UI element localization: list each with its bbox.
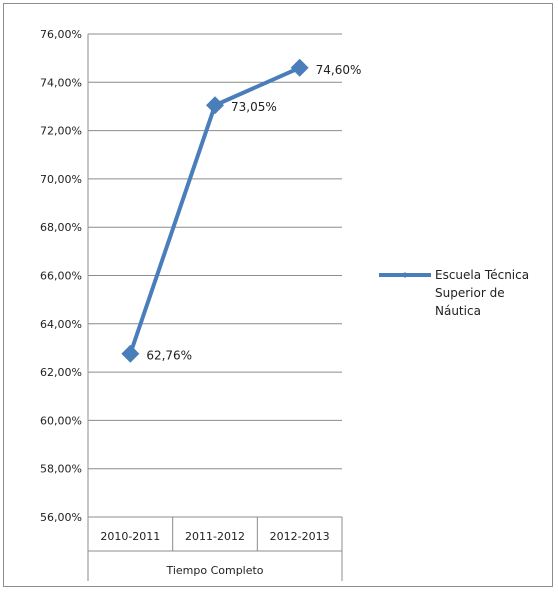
y-tick-label-6: 68,00%	[40, 221, 82, 234]
legend-label-line-2: Superior de	[435, 286, 505, 300]
y-tick-label-5: 66,00%	[40, 270, 82, 283]
y-tick-label-2: 60,00%	[40, 414, 82, 427]
legend-label-line-3: Náutica	[435, 304, 481, 318]
x-tick-label-1: 2010-2011	[100, 530, 160, 543]
x-tick-label-3: 2012-2013	[270, 530, 330, 543]
series-escuela	[121, 58, 309, 363]
y-tick-label-9: 74,00%	[40, 76, 82, 89]
y-tick-label-0: 56,00%	[40, 511, 82, 524]
data-label-3: 74,60%	[316, 63, 362, 77]
legend: Escuela Técnica Superior de Náutica	[379, 268, 529, 318]
x-axis-categories: 2010-2011 2011-2012 2012-2013 Tiempo Com…	[100, 530, 329, 577]
x-group-label: Tiempo Completo	[165, 564, 263, 577]
y-tick-label-1: 58,00%	[40, 463, 82, 476]
y-tick-label-7: 70,00%	[40, 173, 82, 186]
legend-swatch-marker	[402, 272, 408, 278]
legend-label-line-1: Escuela Técnica	[435, 268, 529, 282]
data-point-3	[290, 58, 309, 77]
y-axis-ticks: 56,00% 58,00% 60,00% 62,00% 64,00% 66,00% 68,0…	[40, 28, 82, 524]
y-tick-label-4: 64,00%	[40, 318, 82, 331]
x-tick-label-2: 2011-2012	[185, 530, 245, 543]
chart-frame	[3, 3, 553, 587]
y-tick-label-10: 76,00%	[40, 28, 82, 41]
y-tick-label-3: 62,00%	[40, 366, 82, 379]
gridlines	[88, 33, 342, 470]
axes	[87, 34, 343, 581]
y-tick-label-8: 72,00%	[40, 125, 82, 138]
data-label-2: 73,05%	[231, 100, 277, 114]
data-point-1	[121, 344, 140, 363]
data-point-2	[206, 96, 224, 115]
data-label-1: 62,76%	[146, 349, 192, 363]
data-labels: 62,76% 73,05% 74,60%	[146, 63, 361, 363]
